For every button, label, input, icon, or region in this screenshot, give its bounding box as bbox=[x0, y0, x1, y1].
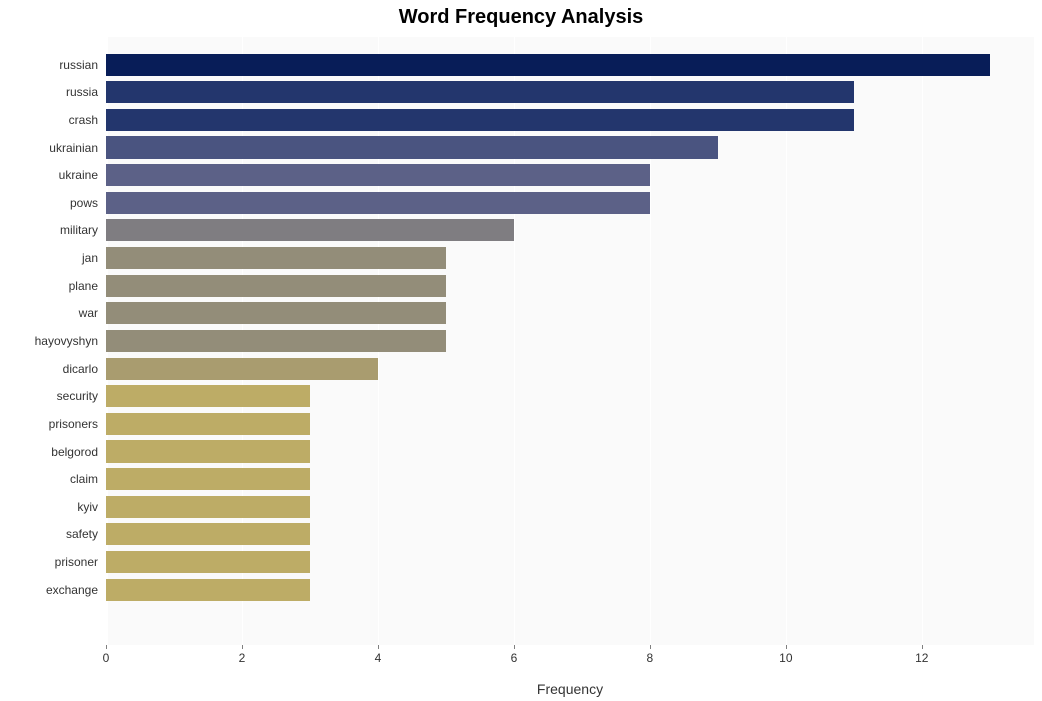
ytick-label: russia bbox=[66, 85, 98, 99]
bar bbox=[106, 192, 650, 214]
xtick bbox=[242, 645, 243, 649]
ytick-label: military bbox=[60, 223, 98, 237]
bar bbox=[106, 275, 446, 297]
ytick-label: exchange bbox=[46, 583, 98, 597]
ytick-label: dicarlo bbox=[63, 362, 98, 376]
word-frequency-chart: Word Frequency Analysis Frequency russia… bbox=[0, 0, 1042, 701]
ytick-label: pows bbox=[70, 196, 98, 210]
bar bbox=[106, 81, 854, 103]
ytick-label: plane bbox=[69, 279, 98, 293]
bar bbox=[106, 302, 446, 324]
ytick-label: crash bbox=[69, 113, 98, 127]
xtick bbox=[378, 645, 379, 649]
bar bbox=[106, 219, 514, 241]
xtick-label: 10 bbox=[779, 651, 792, 665]
bar bbox=[106, 358, 378, 380]
bar bbox=[106, 551, 310, 573]
bar bbox=[106, 413, 310, 435]
ytick-label: security bbox=[57, 389, 98, 403]
xtick-label: 8 bbox=[647, 651, 654, 665]
ytick-label: ukraine bbox=[59, 168, 98, 182]
ytick-label: safety bbox=[66, 527, 98, 541]
xtick-label: 6 bbox=[511, 651, 518, 665]
bar bbox=[106, 330, 446, 352]
ytick-label: jan bbox=[82, 251, 98, 265]
xtick bbox=[650, 645, 651, 649]
xtick-label: 0 bbox=[103, 651, 110, 665]
xtick bbox=[106, 645, 107, 649]
bar bbox=[106, 579, 310, 601]
ytick-label: belgorod bbox=[51, 445, 98, 459]
ytick-label: claim bbox=[70, 472, 98, 486]
grid-line bbox=[922, 37, 924, 645]
xtick bbox=[786, 645, 787, 649]
ytick-label: russian bbox=[59, 58, 98, 72]
xtick-label: 2 bbox=[239, 651, 246, 665]
xtick bbox=[514, 645, 515, 649]
bar bbox=[106, 523, 310, 545]
ytick-label: prisoner bbox=[55, 555, 98, 569]
bar bbox=[106, 54, 990, 76]
xaxis-title: Frequency bbox=[537, 681, 603, 697]
ytick-label: hayovyshyn bbox=[35, 334, 98, 348]
xtick-label: 4 bbox=[375, 651, 382, 665]
bar bbox=[106, 136, 718, 158]
plot-area bbox=[106, 37, 1034, 645]
ytick-label: prisoners bbox=[49, 417, 98, 431]
bar bbox=[106, 440, 310, 462]
ytick-label: kyiv bbox=[77, 500, 98, 514]
ytick-label: war bbox=[79, 306, 98, 320]
bar bbox=[106, 109, 854, 131]
bar bbox=[106, 468, 310, 490]
bar bbox=[106, 164, 650, 186]
xtick bbox=[922, 645, 923, 649]
xtick-label: 12 bbox=[915, 651, 928, 665]
bar bbox=[106, 247, 446, 269]
bar bbox=[106, 385, 310, 407]
chart-title: Word Frequency Analysis bbox=[0, 6, 1042, 29]
ytick-label: ukrainian bbox=[49, 141, 98, 155]
bar bbox=[106, 496, 310, 518]
